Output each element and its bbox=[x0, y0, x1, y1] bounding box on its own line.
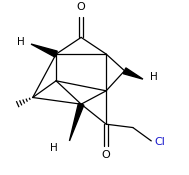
Text: O: O bbox=[102, 150, 111, 160]
Text: O: O bbox=[77, 2, 85, 12]
Text: H: H bbox=[150, 72, 157, 82]
Polygon shape bbox=[123, 68, 143, 79]
Polygon shape bbox=[31, 44, 57, 57]
Text: H: H bbox=[50, 144, 58, 153]
Text: Cl: Cl bbox=[155, 137, 166, 147]
Polygon shape bbox=[69, 103, 84, 141]
Text: H: H bbox=[17, 37, 24, 47]
